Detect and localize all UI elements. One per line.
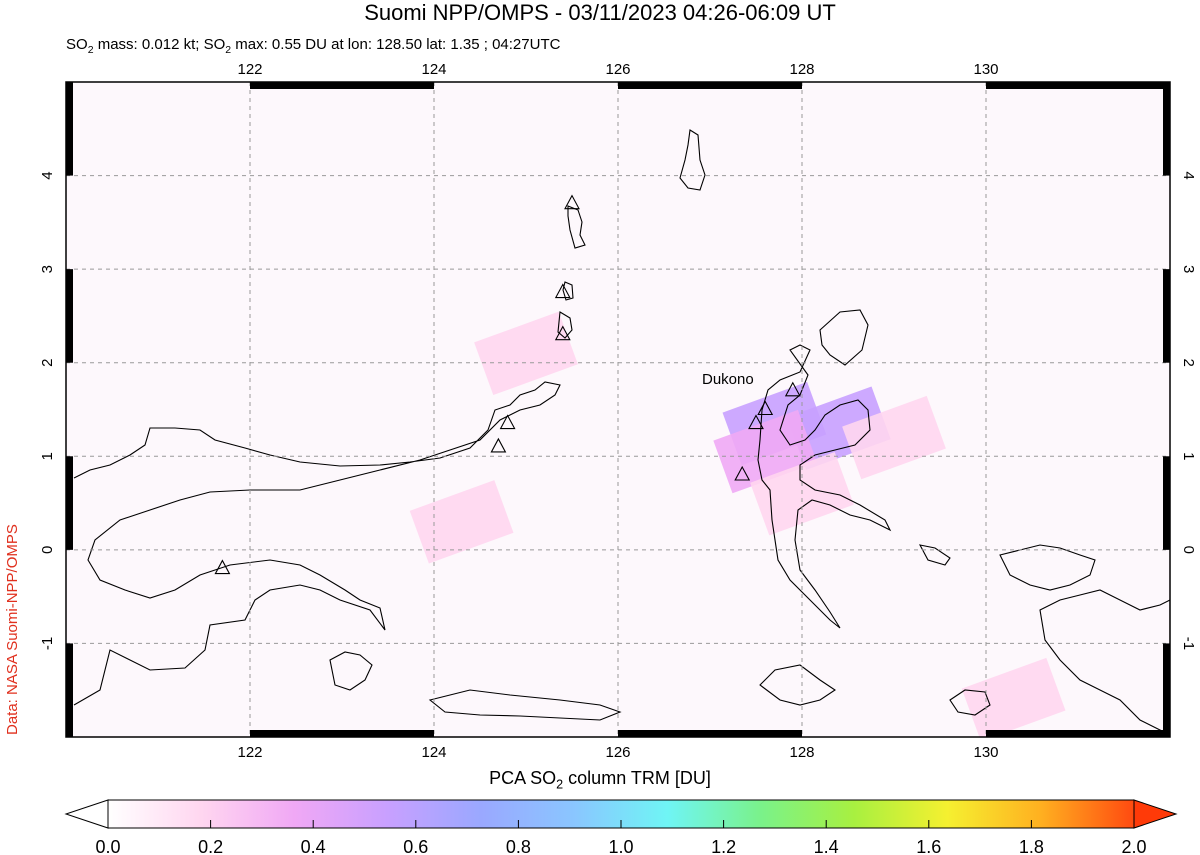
colorbar-tick-label: 1.8: [1019, 837, 1044, 855]
lon-tick-label-top: 130: [973, 61, 998, 78]
map-subtitle: SO2 mass: 0.012 kt; SO2 max: 0.55 DU at …: [66, 36, 560, 56]
colorbar-ticks: 0.0 0.2 0.4 0.6 0.8 1.0 1.2 1.4 1.6 1.8 2.0: [95, 820, 1147, 855]
subtitle-part: max: 0.55 DU at lon: 128.50 lat: 1.35 ; …: [231, 36, 561, 53]
lat-tick-label-right: 2: [1180, 359, 1197, 367]
coastline-sula-2: [949, 689, 991, 716]
coastline-misool: [918, 544, 951, 566]
volcano-markers: [214, 194, 801, 575]
coastline-north-islets: [679, 129, 706, 191]
subtitle-part: 2: [87, 44, 94, 56]
subtitle-part: 2: [225, 44, 232, 56]
colorbar-title-part: 2: [556, 777, 564, 792]
graticule: [66, 82, 1170, 737]
coastline-sangihe-2: [562, 281, 574, 301]
so2-cell: [961, 657, 1066, 737]
volcano-marker: [748, 414, 764, 430]
colorbar-tick-label: 0.8: [506, 837, 531, 855]
lat-tick-label-left: 0: [39, 546, 56, 554]
lat-tick-label-left: 1: [39, 452, 56, 460]
lat-tick-label-right: 1: [1180, 452, 1197, 460]
frame-bar-bottom: [986, 730, 1170, 737]
colorbar-tick-label: 2.0: [1121, 837, 1146, 855]
frame-bar-right: [1163, 643, 1170, 737]
coastline-papua: [1039, 589, 1170, 736]
colorbar-under-arrow: [64, 799, 109, 829]
frame-bar-right: [1163, 269, 1170, 363]
colorbar-tick-label: 0.2: [198, 837, 223, 855]
volcano-marker: [554, 283, 571, 299]
lon-tick-label-top: 128: [789, 61, 814, 78]
lat-tick-label-right: 3: [1180, 265, 1197, 273]
coastline-banggai: [329, 651, 373, 691]
lat-tick-label-right: 0: [1180, 546, 1197, 554]
frame-bars: [66, 82, 1170, 737]
coastline-obi: [759, 664, 836, 706]
frame-bar-top: [250, 82, 434, 89]
subtitle-part: mass: 0.012 kt; SO: [93, 36, 226, 53]
colorbar: 0.0 0.2 0.4 0.6 0.8 1.0 1.2 1.4 1.6 1.8 2.0: [64, 799, 1178, 855]
so2-cell: [409, 480, 514, 564]
coastline-waigeo: [999, 544, 1096, 591]
colorbar-tick-label: 1.6: [916, 837, 941, 855]
colorbar-title-part: PCA SO: [489, 768, 557, 788]
volcano-label-dukono: Dukono: [702, 371, 754, 388]
coastline-sula: [428, 689, 622, 721]
frame-bar-bottom: [618, 730, 802, 737]
lon-tick-label-top: 122: [237, 61, 262, 78]
lat-tick-label-left: 3: [39, 265, 56, 273]
lon-tick-label-bottom: 122: [237, 744, 262, 761]
frame-bar-right: [1163, 82, 1170, 176]
frame-bar-left: [66, 82, 73, 176]
coastline-halmahera: [757, 344, 892, 629]
volcano-marker: [784, 381, 801, 397]
colorbar-tick-label: 0.0: [95, 837, 120, 855]
volcano-marker: [564, 194, 580, 210]
lon-tick-label-top: 126: [605, 61, 630, 78]
colorbar-title-part: column TRM [DU]: [563, 768, 711, 788]
colorbar-tick-label: 1.2: [711, 837, 736, 855]
colorbar-tick-label: 0.4: [301, 837, 326, 855]
volcano-marker: [554, 325, 571, 341]
colorbar-title: PCA SO2 column TRM [DU]: [0, 768, 1200, 792]
lon-tick-label-bottom: 130: [973, 744, 998, 761]
frame-bar-left: [66, 269, 73, 363]
volcano-marker: [734, 465, 751, 481]
lat-tick-label-left: 4: [39, 171, 56, 179]
lon-tick-label-top: 124: [421, 61, 446, 78]
colorbar-tick-label: 1.0: [608, 837, 633, 855]
frame-bar-right: [1163, 456, 1170, 550]
lat-tick-label-right: 4: [1180, 171, 1197, 179]
colorbar-tick-label: 0.6: [403, 837, 428, 855]
lon-tick-label-bottom: 128: [789, 744, 814, 761]
lon-tick-label-bottom: 124: [421, 744, 446, 761]
so2-cell: [842, 395, 946, 480]
lat-tick-label-right: -1: [1180, 637, 1197, 650]
volcano-marker: [490, 437, 507, 453]
coastline-morotai: [819, 309, 869, 366]
volcano-marker: [499, 414, 516, 430]
map-title: Suomi NPP/OMPS - 03/11/2023 04:26-06:09 …: [364, 0, 836, 25]
lat-tick-label-left: 2: [39, 359, 56, 367]
coastline-sangihe: [557, 311, 573, 339]
lat-tick-label-left: -1: [39, 637, 56, 650]
frame-bar-left: [66, 643, 73, 737]
frame-bar-top: [986, 82, 1170, 89]
colorbar-tick-label: 1.4: [814, 837, 839, 855]
lon-tick-label-bottom: 126: [605, 744, 630, 761]
frame-bar-top: [618, 82, 802, 89]
subtitle-part: SO: [66, 36, 88, 53]
colorbar-over-arrow: [1133, 799, 1178, 829]
volcano-marker: [214, 559, 231, 575]
frame-bar-bottom: [250, 730, 434, 737]
coastline-sangihe-3: [567, 205, 586, 249]
volcano-marker: [757, 400, 774, 416]
frame-bar-left: [66, 456, 73, 550]
so2-cell: [474, 311, 578, 396]
axis-labels: 122 122 124 124 126 126 128 128 130 130 4 4 3 3 2 2 1 1 0 0…: [39, 61, 1197, 761]
